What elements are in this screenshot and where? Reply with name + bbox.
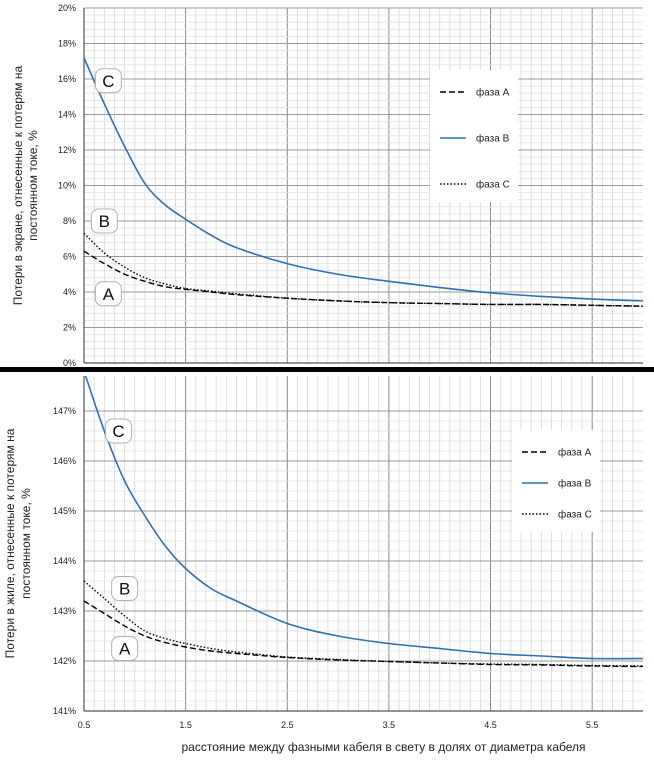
y-tick-label: 0%	[63, 358, 76, 368]
callout-box	[90, 208, 118, 234]
callout-label: C	[112, 422, 124, 441]
y-tick-label: 2%	[63, 323, 76, 333]
y-tick-label: 144%	[53, 556, 76, 566]
callout-box	[105, 418, 133, 444]
legend-label: фаза А	[558, 447, 592, 459]
callout-box	[111, 576, 139, 601]
panel-divider	[0, 367, 654, 372]
y-axis-title: Потери в экране, отнесенные к потерям на	[11, 65, 25, 305]
callout-box	[111, 636, 139, 661]
x-tick-label: 2.5	[281, 720, 294, 730]
y-tick-label: 142%	[53, 656, 76, 666]
x-axis-title: расстояние между фазными кабеля в свету …	[181, 740, 585, 754]
y-tick-label: 10%	[58, 181, 76, 191]
callout-label: A	[103, 285, 115, 304]
y-tick-label: 145%	[53, 506, 76, 516]
callout-label: A	[119, 640, 131, 659]
y-axis-title: постоянном токе, %	[26, 130, 40, 241]
series-line-solid	[84, 57, 643, 302]
callout-box	[94, 68, 122, 94]
callout-label: B	[99, 212, 110, 231]
legend-label: фаза С	[558, 509, 592, 521]
legend-label: фаза А	[476, 87, 510, 99]
y-tick-label: 18%	[58, 39, 76, 49]
legend-label: фаза С	[476, 179, 510, 191]
callout-label: B	[119, 580, 130, 599]
core-losses-chart: 141% 142% 143% 144% 145% 146% 147% Потери в жил…	[3, 376, 643, 754]
y-tick-label: 141%	[53, 706, 76, 716]
x-tick-label: 1.5	[179, 720, 192, 730]
screen-losses-chart: 0% 2% 4% 6% 8% 10% 12% 14% 16% 18% 20% Потери в экр…	[11, 3, 643, 368]
callout-label: C	[102, 72, 114, 91]
series-line-dotted	[84, 232, 643, 307]
y-axis-title: Потери в жиле, отнесенные к потерям на	[3, 428, 17, 658]
y-tick-label: 146%	[53, 456, 76, 466]
legend-label: фаза В	[476, 133, 510, 145]
y-tick-label: 20%	[58, 3, 76, 13]
y-tick-label: 147%	[53, 406, 76, 416]
y-axis-title: постоянном токе, %	[19, 488, 33, 599]
y-tick-label: 4%	[63, 287, 76, 297]
y-tick-label: 8%	[63, 216, 76, 226]
x-tick-label: 0.5	[78, 720, 91, 730]
y-tick-label: 6%	[63, 252, 76, 262]
legend-box	[512, 430, 600, 532]
y-tick-label: 16%	[58, 74, 76, 84]
x-tick-label: 5.5	[586, 720, 599, 730]
y-tick-label: 14%	[58, 110, 76, 120]
legend-label: фаза В	[558, 478, 592, 490]
series-line-solid	[84, 376, 643, 660]
y-tick-label: 143%	[53, 606, 76, 616]
x-tick-label: 3.5	[383, 720, 396, 730]
x-tick-label: 4.5	[484, 720, 497, 730]
callout-box	[94, 281, 122, 307]
y-tick-label: 12%	[58, 145, 76, 155]
series-line-dotted	[84, 580, 643, 667]
